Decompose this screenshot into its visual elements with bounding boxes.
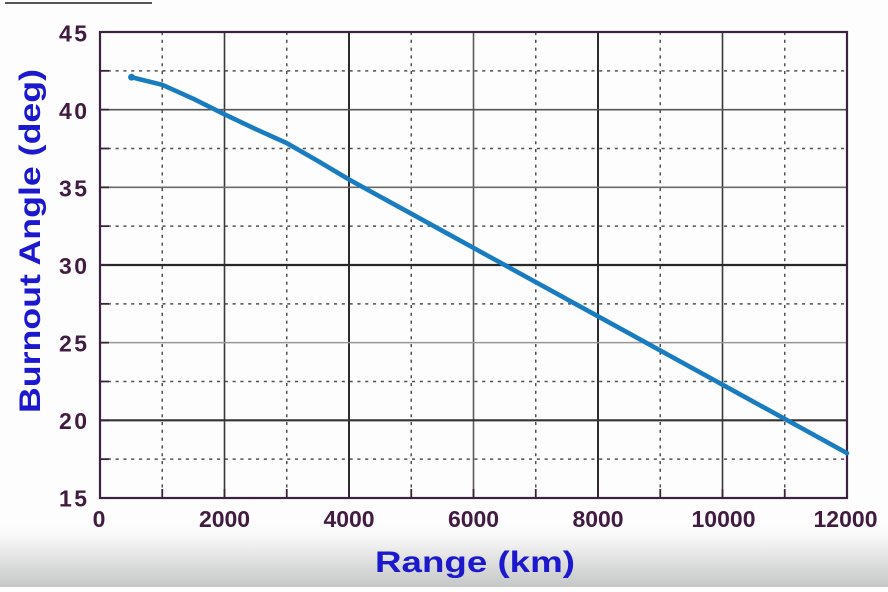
svg-text:6000: 6000 [448,506,499,532]
svg-text:2000: 2000 [199,506,250,532]
svg-text:12000: 12000 [814,506,878,532]
svg-text:10000: 10000 [692,506,756,532]
svg-text:Range (km): Range (km) [375,546,575,579]
svg-text:8000: 8000 [573,506,624,532]
svg-text:0: 0 [93,506,106,532]
svg-text:Burnout Angle (deg): Burnout Angle (deg) [14,69,47,413]
svg-text:4000: 4000 [324,506,375,532]
